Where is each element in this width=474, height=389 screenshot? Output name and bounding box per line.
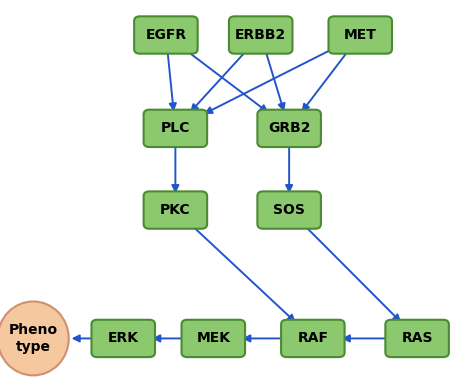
Text: RAF: RAF	[297, 331, 328, 345]
FancyBboxPatch shape	[144, 110, 207, 147]
Text: SOS: SOS	[273, 203, 305, 217]
FancyBboxPatch shape	[385, 320, 449, 357]
Text: ERBB2: ERBB2	[235, 28, 286, 42]
Text: ERK: ERK	[108, 331, 139, 345]
Text: MET: MET	[344, 28, 377, 42]
FancyBboxPatch shape	[134, 16, 198, 54]
Ellipse shape	[0, 301, 69, 375]
FancyBboxPatch shape	[257, 191, 321, 229]
Text: RAS: RAS	[401, 331, 433, 345]
FancyBboxPatch shape	[281, 320, 345, 357]
Text: PKC: PKC	[160, 203, 191, 217]
Text: Pheno
type: Pheno type	[9, 323, 58, 354]
FancyBboxPatch shape	[91, 320, 155, 357]
Text: EGFR: EGFR	[146, 28, 186, 42]
FancyBboxPatch shape	[328, 16, 392, 54]
FancyBboxPatch shape	[229, 16, 292, 54]
Text: MEK: MEK	[196, 331, 230, 345]
FancyBboxPatch shape	[144, 191, 207, 229]
FancyBboxPatch shape	[257, 110, 321, 147]
FancyBboxPatch shape	[182, 320, 245, 357]
Text: PLC: PLC	[161, 121, 190, 135]
Text: GRB2: GRB2	[268, 121, 310, 135]
